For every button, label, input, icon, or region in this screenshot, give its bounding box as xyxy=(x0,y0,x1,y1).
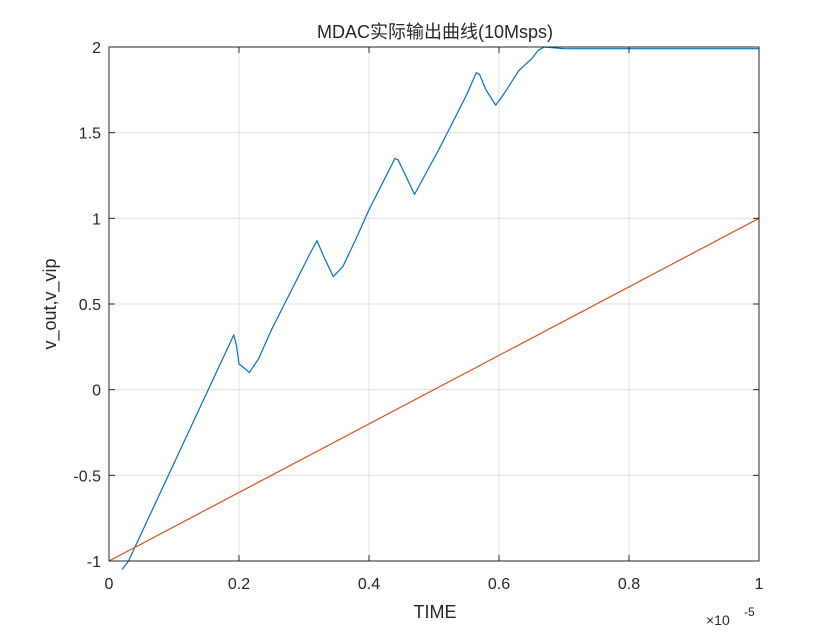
series-line-1 xyxy=(121,46,759,570)
y-tick-labels: -1 -0.5 0 0.5 1 1.5 2 xyxy=(73,40,101,571)
y-tick-label: 1.5 xyxy=(79,126,101,143)
y-tick-label: 0.5 xyxy=(79,297,101,314)
series-layer xyxy=(108,46,760,570)
x-tick-label: 0.4 xyxy=(358,576,380,593)
x-tick-label: 1 xyxy=(755,576,764,593)
x-axis-title: TIME xyxy=(414,602,457,622)
x-exponent-label: ×10 -5 xyxy=(706,605,755,628)
x-tick-labels: 0 0.2 0.4 0.6 0.8 1 xyxy=(105,576,764,593)
y-tick-label: -0.5 xyxy=(73,468,101,485)
x-exponent-base: ×10 xyxy=(706,612,730,628)
y-tick-label: -1 xyxy=(87,554,101,571)
y-tick-label: 2 xyxy=(92,40,101,57)
tick-marks xyxy=(108,46,760,562)
x-tick-label: 0.2 xyxy=(228,576,250,593)
x-tick-label: 0.6 xyxy=(488,576,510,593)
y-axis-title: v_out,v_vip xyxy=(40,258,61,349)
x-exponent-power: -5 xyxy=(744,605,755,619)
series-line-2 xyxy=(108,217,760,562)
y-tick-label: 1 xyxy=(92,211,101,228)
x-tick-label: 0.8 xyxy=(618,576,640,593)
y-tick-label: 0 xyxy=(92,383,101,400)
x-tick-label: 0 xyxy=(105,576,114,593)
chart-title: MDAC实际输出曲线(10Msps) xyxy=(317,22,553,42)
